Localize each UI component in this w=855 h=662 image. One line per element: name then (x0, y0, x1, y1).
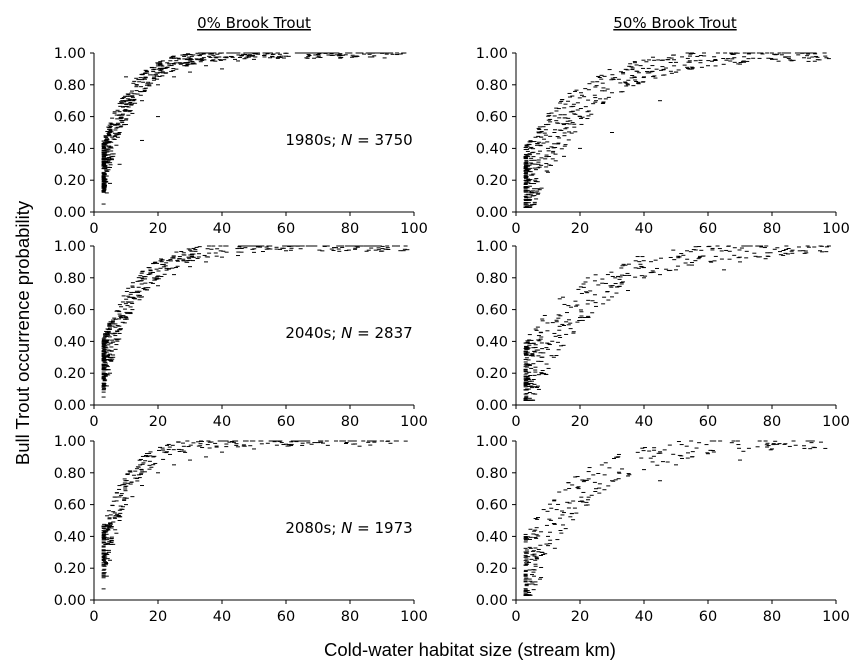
y-tick-label: 1.00 (54, 434, 86, 450)
x-tick-label: 80 (763, 414, 781, 430)
x-tick-label: 60 (699, 609, 717, 625)
x-axis-label: Cold-water habitat size (stream km) (324, 639, 616, 660)
x-tick-label: 100 (400, 221, 428, 237)
scatter-points (101, 245, 410, 398)
scatter-points (101, 440, 408, 590)
y-tick-label: 0.20 (54, 366, 86, 382)
scatter-points (523, 52, 831, 208)
scatter-points (523, 440, 828, 596)
panel-annotation-2080s: 2080s; N = 1973 (285, 519, 412, 537)
x-tick-label: 20 (571, 414, 589, 430)
x-tick-label: 60 (699, 221, 717, 237)
x-tick-label: 40 (213, 414, 231, 430)
x-tick-label: 100 (822, 221, 850, 237)
y-axis-label: Bull Trout occurrence probability (12, 200, 33, 465)
y-tick-label: 0.60 (54, 303, 86, 319)
y-tick-label: 0.40 (476, 334, 508, 350)
panel-annotation-1980s: 1980s; N = 3750 (285, 131, 412, 149)
x-tick-label: 100 (400, 414, 428, 430)
y-tick-label: 1.00 (476, 239, 508, 255)
y-tick-label: 0.80 (476, 271, 508, 287)
x-tick-label: 20 (571, 609, 589, 625)
x-tick-label: 40 (213, 221, 231, 237)
panel-2080s-0pct: 0.00 0.20 0.40 0.60 0.80 1.00 0 20 40 60 80 100 2080… (54, 434, 428, 625)
panel-annotation-2040s: 2040s; N = 2837 (285, 324, 412, 342)
panel-1980s-0pct: 0.00 0.20 0.40 0.60 0.80 1.00 0 20 40 60 80 100 1980… (54, 46, 428, 237)
y-tick-label: 0.20 (476, 173, 508, 189)
x-tick-label: 40 (635, 414, 653, 430)
x-tick-label: 60 (277, 609, 295, 625)
y-tick-label: 0.40 (54, 141, 86, 157)
y-tick-label: 0.60 (476, 303, 508, 319)
x-tick-label: 100 (822, 609, 850, 625)
y-tick-label: 0.40 (476, 141, 508, 157)
y-tick-label: 0.60 (476, 498, 508, 514)
y-tick-label: 0.00 (476, 398, 508, 414)
y-tick-label: 0.00 (54, 205, 86, 221)
y-tick-label: 0.00 (476, 593, 508, 609)
x-tick-label: 20 (571, 221, 589, 237)
y-tick-label: 0.20 (476, 561, 508, 577)
x-tick-label: 20 (149, 414, 167, 430)
y-tick-label: 1.00 (476, 46, 508, 62)
x-tick-label: 100 (400, 609, 428, 625)
y-tick-label: 0.60 (476, 110, 508, 126)
scatter-points (101, 52, 407, 205)
x-tick-label: 80 (763, 221, 781, 237)
y-tick-label: 1.00 (54, 239, 86, 255)
x-tick-label: 80 (341, 414, 359, 430)
panel-1980s-50pct: 0.00 0.20 0.40 0.60 0.80 1.00 0 20 40 60 80 100 (476, 46, 850, 237)
y-tick-label: 0.80 (54, 466, 86, 482)
y-tick-label: 0.00 (476, 205, 508, 221)
column-title-0pct: 0% Brook Trout (197, 14, 311, 32)
y-tick-label: 0.60 (54, 498, 86, 514)
y-tick-label: 0.80 (476, 466, 508, 482)
y-tick-label: 0.20 (54, 173, 86, 189)
x-tick-label: 40 (213, 609, 231, 625)
y-tick-label: 0.20 (54, 561, 86, 577)
panel-2040s-0pct: 0.00 0.20 0.40 0.60 0.80 1.00 0 20 40 60 80 100 2040… (54, 239, 428, 430)
x-tick-label: 100 (822, 414, 850, 430)
x-tick-label: 20 (149, 221, 167, 237)
panel-2040s-50pct: 0.00 0.20 0.40 0.60 0.80 1.00 0 20 40 60 80 100 (476, 239, 850, 430)
panel-2080s-50pct: 0.00 0.20 0.40 0.60 0.80 1.00 0 20 40 60 80 100 (476, 434, 850, 625)
x-tick-label: 60 (277, 414, 295, 430)
x-tick-label: 60 (699, 414, 717, 430)
y-tick-label: 0.00 (54, 593, 86, 609)
x-tick-label: 0 (89, 221, 98, 237)
scatter-points (523, 245, 831, 401)
x-tick-label: 60 (277, 221, 295, 237)
x-tick-label: 40 (635, 609, 653, 625)
panel-grid: 0.000.200.400.600.801.000 20 40 60 80 1001980… (54, 46, 850, 625)
x-tick-label: 20 (149, 609, 167, 625)
x-tick-label: 80 (341, 221, 359, 237)
y-tick-label: 0.40 (54, 529, 86, 545)
y-tick-label: 0.80 (54, 78, 86, 94)
x-tick-label: 0 (89, 609, 98, 625)
y-tick-label: 0.60 (54, 110, 86, 126)
column-title-50pct: 50% Brook Trout (613, 14, 737, 32)
y-tick-label: 0.40 (476, 529, 508, 545)
y-tick-label: 0.80 (54, 271, 86, 287)
y-tick-label: 1.00 (54, 46, 86, 62)
x-tick-label: 80 (763, 609, 781, 625)
y-tick-label: 1.00 (476, 434, 508, 450)
x-tick-label: 80 (341, 609, 359, 625)
x-tick-label: 0 (511, 609, 520, 625)
y-tick-label: 0.40 (54, 334, 86, 350)
x-tick-label: 0 (511, 221, 520, 237)
y-tick-label: 0.80 (476, 78, 508, 94)
y-tick-label: 0.00 (54, 398, 86, 414)
x-tick-label: 0 (89, 414, 98, 430)
y-tick-label: 0.20 (476, 366, 508, 382)
x-tick-label: 0 (511, 414, 520, 430)
x-tick-label: 40 (635, 221, 653, 237)
